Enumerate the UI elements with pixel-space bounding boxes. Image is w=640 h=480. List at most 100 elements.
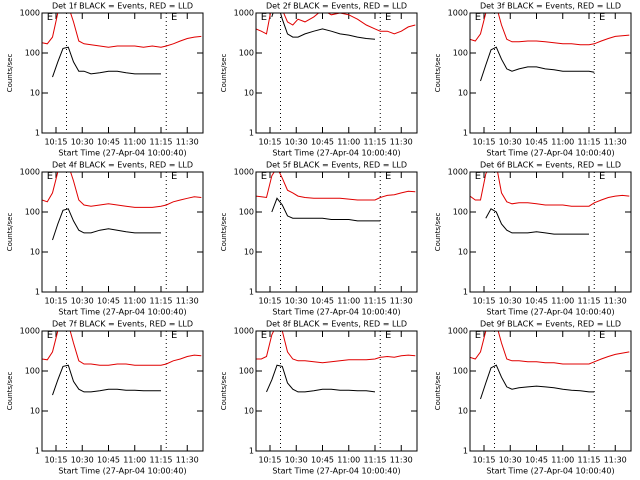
chart-title: Det 7f BLACK = Events, RED = LLD (52, 320, 193, 329)
x-tick-label: 10:45 (97, 456, 120, 465)
y-tick-label: 1000 (20, 9, 40, 18)
x-tick-label: 10:15 (472, 297, 495, 306)
series-line (52, 46, 161, 78)
annotation: E (385, 12, 391, 23)
series-line (271, 13, 376, 40)
y-tick-label: 1000 (448, 168, 468, 177)
y-axis-label: Counts/sec (434, 372, 442, 411)
x-tick-label: 11:00 (337, 138, 360, 147)
x-tick-label: 11:00 (337, 456, 360, 465)
plot-frame (255, 12, 418, 134)
x-tick-label: 11:15 (363, 297, 386, 306)
y-tick-label: 100 (239, 367, 254, 376)
annotation: E (475, 12, 481, 23)
x-tick-label: 10:30 (71, 138, 94, 147)
y-tick-label: 10 (30, 248, 40, 257)
x-tick-label: 11:15 (363, 456, 386, 465)
y-tick-label: 1000 (448, 327, 468, 336)
x-tick-label: 10:30 (499, 138, 522, 147)
x-tick-label: 11:15 (577, 297, 600, 306)
chart-panel: Det 1f BLACK = Events, RED = LLD Counts/s… (6, 2, 204, 158)
x-axis-label: Start Time (27-Apr-04 10:00:40) (58, 467, 186, 476)
chart-panel: Det 4f BLACK = Events, RED = LLD Counts/s… (6, 161, 204, 317)
x-tick-label: 11:15 (577, 456, 600, 465)
plot-frame (255, 171, 418, 293)
x-tick-label: 10:30 (285, 138, 308, 147)
x-tick-label: 10:15 (258, 297, 281, 306)
annotation: E (385, 330, 391, 341)
annotation: E (475, 330, 481, 341)
x-tick-label: 10:45 (311, 138, 334, 147)
x-tick-label: 10:30 (285, 456, 308, 465)
annotation: E (171, 171, 177, 182)
series-line (470, 13, 630, 46)
x-axis-label: Start Time (27-Apr-04 10:00:40) (58, 149, 186, 158)
x-tick-label: 11:00 (551, 456, 574, 465)
x-tick-label: 10:15 (44, 297, 67, 306)
y-tick-label: 1000 (234, 9, 254, 18)
x-tick-label: 10:45 (311, 297, 334, 306)
annotation: E (47, 12, 53, 23)
plot-frame (255, 330, 418, 452)
series-line (42, 172, 202, 208)
y-tick-label: 100 (239, 208, 254, 217)
x-tick-label: 11:15 (363, 138, 386, 147)
x-tick-label: 10:30 (499, 297, 522, 306)
series-line (266, 364, 376, 393)
chart-panel: Det 2f BLACK = Events, RED = LLD Counts/s… (220, 2, 418, 158)
y-tick-label: 100 (25, 49, 40, 58)
x-tick-label: 11:15 (149, 456, 172, 465)
chart-panel: Det 9f BLACK = Events, RED = LLD Counts/s… (434, 320, 632, 476)
x-tick-label: 11:00 (123, 456, 146, 465)
chart-panel: Det 3f BLACK = Events, RED = LLD Counts/s… (434, 2, 632, 158)
annotation: E (475, 171, 481, 182)
y-tick-label: 1000 (448, 9, 468, 18)
chart-panel: Det 8f BLACK = Events, RED = LLD Counts/s… (220, 320, 418, 476)
annotation: E (599, 330, 605, 341)
series-line (485, 208, 589, 235)
x-axis-label: Start Time (27-Apr-04 10:00:40) (272, 467, 400, 476)
series-line (470, 172, 630, 207)
x-tick-label: 10:45 (97, 138, 120, 147)
series-line (52, 208, 161, 241)
annotation: E (171, 12, 177, 23)
y-tick-label: 100 (25, 367, 40, 376)
x-axis-label: Start Time (27-Apr-04 10:00:40) (486, 467, 614, 476)
y-axis-label: Counts/sec (220, 213, 228, 252)
x-tick-label: 10:15 (44, 456, 67, 465)
series-line (52, 364, 161, 396)
x-axis-label: Start Time (27-Apr-04 10:00:40) (486, 149, 614, 158)
x-tick-label: 10:15 (258, 138, 281, 147)
x-tick-label: 11:30 (176, 138, 199, 147)
y-tick-label: 1 (35, 288, 40, 297)
y-tick-label: 1 (249, 447, 254, 456)
y-tick-label: 10 (244, 248, 254, 257)
annotation: E (171, 330, 177, 341)
y-tick-label: 1 (463, 288, 468, 297)
annotation: E (599, 12, 605, 23)
chart-title: Det 3f BLACK = Events, RED = LLD (480, 2, 621, 11)
series-line (271, 197, 381, 222)
y-tick-label: 100 (239, 49, 254, 58)
x-axis-label: Start Time (27-Apr-04 10:00:40) (58, 308, 186, 317)
x-tick-label: 11:00 (123, 297, 146, 306)
x-tick-label: 11:30 (604, 297, 627, 306)
x-tick-label: 11:30 (176, 297, 199, 306)
plot-frame (469, 12, 632, 134)
annotation: E (599, 171, 605, 182)
y-axis-label: Counts/sec (434, 213, 442, 252)
series-line (256, 13, 416, 35)
x-tick-label: 11:15 (149, 297, 172, 306)
chart-title: Det 5f BLACK = Events, RED = LLD (266, 161, 407, 170)
y-tick-label: 1000 (234, 168, 254, 177)
x-tick-label: 10:45 (525, 138, 548, 147)
chart-title: Det 8f BLACK = Events, RED = LLD (266, 320, 407, 329)
series-line (480, 46, 595, 82)
x-tick-label: 11:00 (337, 297, 360, 306)
y-tick-label: 100 (453, 49, 468, 58)
plot-frame (469, 330, 632, 452)
x-tick-label: 11:00 (551, 138, 574, 147)
plot-frame (469, 171, 632, 293)
chart-panel: Det 5f BLACK = Events, RED = LLD Counts/s… (220, 161, 418, 317)
y-tick-label: 1 (249, 129, 254, 138)
